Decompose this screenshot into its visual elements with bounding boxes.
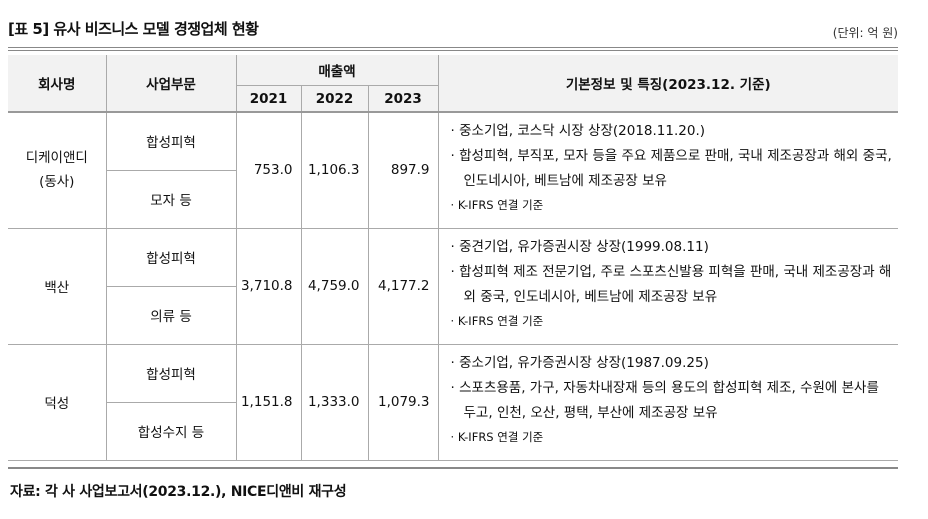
- info-note: · K-IFRS 연결 기준: [450, 429, 544, 444]
- table-title: [표 5] 유사 비즈니스 모델 경쟁업체 현황: [8, 20, 259, 38]
- company-info: · 중견기업, 유가증권시장 상장(1999.08.11) · 합성피혁 제조 …: [437, 227, 899, 345]
- top-rule: [8, 47, 898, 48]
- competitor-table: 회사명 사업부문 매출액 기본정보 및 특징(2023.12. 기준) 2021…: [8, 55, 899, 461]
- info-line: · 중소기업, 코스닥 시장 상장(2018.11.20.): [450, 123, 706, 139]
- company-info: · 중소기업, 코스닥 시장 상장(2018.11.20.) · 합성피혁, 부…: [437, 111, 899, 229]
- sales-2021: 753.0: [235, 111, 302, 229]
- sales-2023: 1,079.3: [367, 343, 439, 461]
- sales-2021: 3,710.8: [235, 227, 302, 345]
- division-cell: 모자 등: [106, 169, 236, 229]
- info-line: · 합성피혁 제조 전문기업, 주로 스포츠신발용 피혁을 판매, 국내 제조공…: [450, 263, 892, 305]
- sales-2023: 897.9: [367, 111, 439, 229]
- sales-2022: 1,333.0: [300, 343, 369, 461]
- info-line: · 중견기업, 유가증권시장 상장(1999.08.11): [450, 238, 709, 255]
- sales-2022: 1,106.3: [300, 111, 369, 229]
- header-sales: 매출액: [235, 55, 439, 86]
- header-year-2021: 2021: [236, 85, 302, 113]
- info-note: · K-IFRS 연결 기준: [450, 313, 544, 328]
- company-info: · 중소기업, 유가증권시장 상장(1987.09.25) · 스포츠용품, 가…: [437, 343, 899, 461]
- header-year-2022: 2022: [300, 85, 369, 113]
- info-line: · 중소기업, 유가증권시장 상장(1987.09.25): [450, 354, 709, 371]
- top-rule-double: [8, 50, 898, 51]
- company-name: 백산: [8, 227, 107, 345]
- company-name: 디케이앤디 (동사): [8, 111, 107, 229]
- division-cell: 합성수지 등: [106, 401, 236, 461]
- sales-2021: 1,151.8: [235, 343, 302, 461]
- division-cell: 합성피혁: [105, 343, 237, 403]
- header-company: 회사명: [8, 55, 107, 113]
- division-cell: 합성피혁: [105, 227, 237, 287]
- division-cell: 합성피혁: [105, 111, 237, 171]
- info-line: · 합성피혁, 부직포, 모자 등을 주요 제품으로 판매, 국내 제조공장과 …: [450, 148, 892, 189]
- unit-label: (단위: 억 원): [832, 26, 898, 40]
- info-line: · 스포츠용품, 가구, 자동차내장재 등의 용도의 합성피혁 제조, 수원에 …: [450, 379, 879, 421]
- source-note: 자료: 각 사 사업보고서(2023.12.), NICE디앤비 재구성: [10, 484, 347, 500]
- division-cell: 의류 등: [106, 285, 236, 345]
- company-name: 덕성: [8, 343, 107, 461]
- bottom-rule: [8, 467, 898, 469]
- header-division: 사업부문: [105, 55, 237, 113]
- header-info: 기본정보 및 특징(2023.12. 기준): [437, 55, 899, 113]
- info-note: · K-IFRS 연결 기준: [450, 198, 544, 212]
- header-year-2023: 2023: [367, 85, 439, 113]
- sales-2023: 4,177.2: [367, 227, 439, 345]
- sales-2022: 4,759.0: [300, 227, 369, 345]
